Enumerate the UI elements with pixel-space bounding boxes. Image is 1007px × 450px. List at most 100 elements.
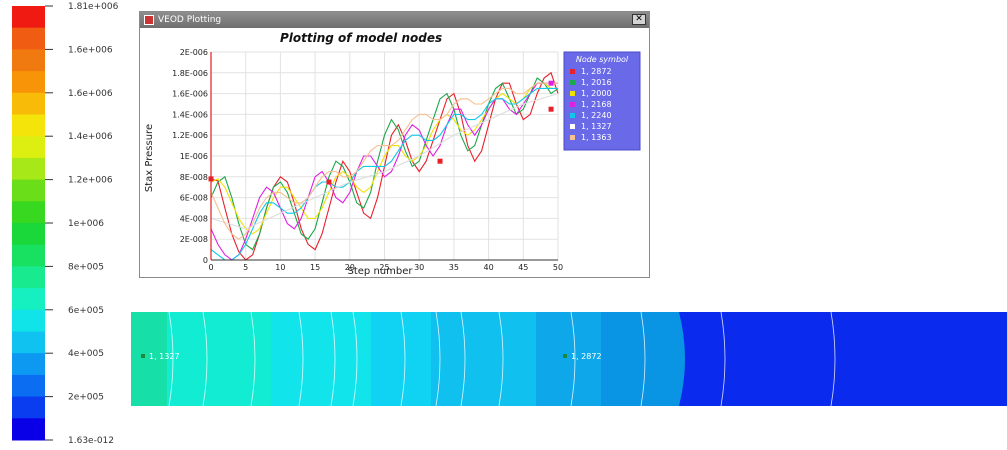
legend-entry: 1, 1363 xyxy=(581,133,612,142)
series-line xyxy=(210,82,558,240)
y-tick-label: 8E-008 xyxy=(180,173,208,182)
chart-axes xyxy=(210,52,558,261)
color-scale-swatch xyxy=(12,331,45,354)
chart-markers xyxy=(208,80,554,185)
x-tick-label: 35 xyxy=(449,263,459,272)
contour-band xyxy=(601,312,686,406)
legend-swatch xyxy=(570,102,575,107)
color-scale-swatch xyxy=(12,288,45,311)
contour-isoline xyxy=(498,312,504,406)
y-tick-label: 1.2E-006 xyxy=(172,131,208,140)
color-scale-legend: 1.81e+006 1.6e+006 1.6e+006 1.4e+006 1.2e+00… xyxy=(12,2,119,446)
color-scale-label: 1.6e+006 xyxy=(68,89,113,99)
contour-isoline xyxy=(298,312,304,406)
color-scale-swatch xyxy=(12,114,45,137)
color-scale-labels: 1.81e+006 1.6e+006 1.6e+006 1.4e+006 1.2e+00… xyxy=(45,2,119,446)
y-tick-label: 2E-008 xyxy=(180,235,208,244)
contour-bands xyxy=(131,312,1007,406)
y-tick-label: 1.8E-006 xyxy=(172,69,208,78)
x-tick-label: 25 xyxy=(379,263,389,272)
x-tick-label: 40 xyxy=(484,263,494,272)
node-label: 1, 1327 xyxy=(149,352,180,361)
color-scale-swatch xyxy=(12,157,45,181)
contour-isoline xyxy=(330,312,336,406)
contour-isolines xyxy=(168,312,836,406)
color-scale-swatch xyxy=(12,92,45,115)
x-tick-label: 5 xyxy=(243,263,248,272)
window-titlebar[interactable]: VEOD Plotting ✕ xyxy=(140,12,649,28)
x-tick-label: 30 xyxy=(414,263,424,272)
contour-isoline xyxy=(435,312,441,406)
data-marker xyxy=(548,80,554,86)
contour-band xyxy=(431,312,536,406)
contour-isoline xyxy=(202,312,208,406)
color-scale-label: 1.63e-012 xyxy=(68,436,114,446)
y-tick-label: 1E-006 xyxy=(180,152,208,161)
data-marker xyxy=(326,179,332,185)
legend-swatch xyxy=(570,69,575,74)
color-scale-swatch xyxy=(12,244,45,267)
close-button[interactable]: ✕ xyxy=(632,14,646,25)
data-marker xyxy=(548,106,554,112)
contour-isoline xyxy=(460,312,466,406)
x-tick-labels: 0 5 10 15 20 25 30 35 40 45 50 xyxy=(208,263,563,272)
node-marker xyxy=(141,354,145,358)
legend-entry: 1, 2872 xyxy=(581,67,612,76)
color-scale-swatch xyxy=(12,374,45,398)
legend-swatch xyxy=(570,113,575,118)
contour-isoline xyxy=(640,312,646,406)
chart-series xyxy=(210,71,559,261)
color-scale-swatch xyxy=(12,6,45,29)
x-tick-label: 50 xyxy=(553,263,563,272)
color-scale-swatch xyxy=(12,136,45,159)
legend-entry: 1, 2000 xyxy=(581,89,612,98)
contour-isoline xyxy=(352,312,358,406)
x-tick-label: 15 xyxy=(310,263,320,272)
contour-band xyxy=(167,312,271,406)
legend-swatch xyxy=(570,135,575,140)
color-scale-swatch xyxy=(12,266,45,289)
legend-swatch xyxy=(570,124,575,129)
color-scale-label: 1.4e+006 xyxy=(68,132,113,142)
chart-legend: Node symbol 1, 2872 1, 2016 1, 2000 1, 2168… xyxy=(563,51,641,151)
chart-title: Plotting of model nodes xyxy=(280,31,442,45)
color-scale-swatch xyxy=(12,418,45,441)
node-marker xyxy=(563,354,567,358)
plotting-window[interactable]: VEOD Plotting ✕ Plotting of model nodes … xyxy=(139,11,650,278)
y-tick-label: 6E-008 xyxy=(180,194,208,203)
contour-isoline xyxy=(400,312,406,406)
legend-swatch xyxy=(570,91,575,96)
legend-entry: 1, 2016 xyxy=(581,78,612,87)
color-scale-label: 2e+005 xyxy=(68,393,104,403)
model-node-markers: 1, 1327 1, 2872 xyxy=(141,352,602,361)
color-scale-swatch xyxy=(12,49,45,72)
series-line xyxy=(210,82,558,235)
color-scale-swatch xyxy=(12,71,45,94)
series-line xyxy=(210,77,559,251)
y-tick-label: 0 xyxy=(203,256,208,265)
data-marker xyxy=(437,158,443,164)
color-scale-label: 1.6e+006 xyxy=(68,45,113,55)
contour-band xyxy=(371,312,431,406)
color-scale-swatch xyxy=(12,27,45,50)
contour-band xyxy=(679,312,1007,406)
contour-isoline xyxy=(830,312,836,406)
legend-entry: 1, 1327 xyxy=(581,122,612,131)
color-scale-label: 1.81e+006 xyxy=(68,2,119,12)
color-scale-label: 1.2e+006 xyxy=(68,176,113,186)
node-label: 1, 2872 xyxy=(571,352,602,361)
contour-isoline xyxy=(570,312,576,406)
legend-title: Node symbol xyxy=(576,55,629,64)
series-line xyxy=(210,87,558,261)
contour-isoline xyxy=(168,312,174,406)
contour-band xyxy=(536,312,601,406)
legend-entry: 1, 2168 xyxy=(581,100,612,109)
y-tick-label: 2E-006 xyxy=(180,48,208,57)
color-scale-label: 8e+005 xyxy=(68,262,104,272)
color-scale-label: 4e+005 xyxy=(68,349,104,359)
legend-items: 1, 2872 1, 2016 1, 2000 1, 2168 1, 2240 1, 13… xyxy=(570,67,612,142)
color-scale-label: 1e+006 xyxy=(68,219,104,229)
x-tick-label: 0 xyxy=(208,263,213,272)
legend-entry: 1, 2240 xyxy=(581,111,612,120)
contour-model-view[interactable]: 1, 1327 1, 2872 xyxy=(131,312,1007,406)
